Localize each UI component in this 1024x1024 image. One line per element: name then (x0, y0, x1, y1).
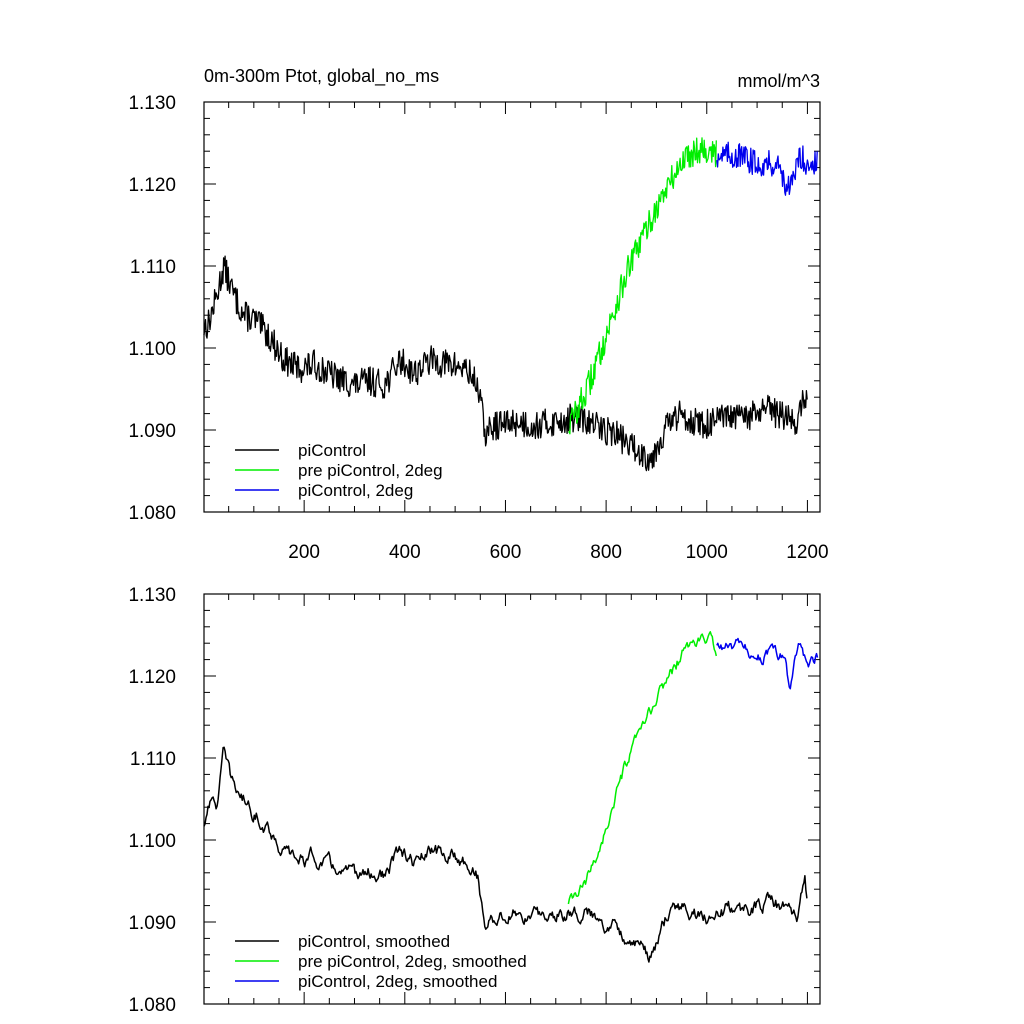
series-line-picontrol (203, 255, 808, 472)
x-tick-label: 1000 (686, 542, 728, 563)
y-tick-label: 1.100 (128, 831, 176, 852)
series-line-pre-picontrol-2deg (567, 137, 717, 435)
legend-label-picontrol-smoothed: piControl, smoothed (298, 932, 450, 951)
plot-frame (203, 593, 821, 1005)
y-tick-label: 1.120 (128, 175, 176, 196)
y-tick-label: 1.080 (128, 503, 176, 524)
plot-frame (203, 101, 821, 513)
y-tick-label: 1.120 (128, 667, 176, 688)
x-tick-label: 400 (389, 542, 421, 563)
y-tick-label: 1.110 (130, 257, 176, 278)
series-line-picontrol-2deg (716, 141, 818, 196)
y-tick-label: 1.110 (130, 749, 176, 770)
x-tick-label: 800 (590, 542, 622, 563)
y-tick-label: 1.090 (128, 913, 176, 934)
chart-title: 0m-300m Ptot, global_no_ms (204, 66, 439, 87)
top-panel: 1.080 1.090 1.100 1.110 1.120 1.130 200 400 600 8… (128, 66, 828, 563)
y-tick-label: 1.080 (128, 995, 176, 1016)
legend-label-picontrol: piControl (298, 441, 366, 460)
bottom-panel: 1.080 1.090 1.100 1.110 1.120 1.130 piControl,… (128, 585, 821, 1016)
series-line-pre-picontrol-2deg-smoothed (567, 631, 718, 905)
legend-label-pre-picontrol-2deg: pre piControl, 2deg (298, 461, 443, 480)
y-tick-label: 1.130 (128, 585, 176, 606)
x-tick-label: 600 (490, 542, 522, 563)
y-tick-label: 1.130 (128, 93, 176, 114)
x-tick-label: 1200 (786, 542, 828, 563)
legend-label-pre-picontrol-2deg-smoothed: pre piControl, 2deg, smoothed (298, 952, 527, 971)
legend-label-picontrol-2deg-smoothed: piControl, 2deg, smoothed (298, 972, 497, 991)
series-line-picontrol-2deg-smoothed (716, 637, 819, 690)
x-tick-label: 200 (288, 542, 320, 563)
series-line-picontrol-smoothed (203, 746, 808, 963)
y-tick-label: 1.090 (128, 421, 176, 442)
legend-label-picontrol-2deg: piControl, 2deg (298, 481, 413, 500)
y-tick-label: 1.100 (128, 339, 176, 360)
units-label: mmol/m^3 (738, 71, 820, 91)
